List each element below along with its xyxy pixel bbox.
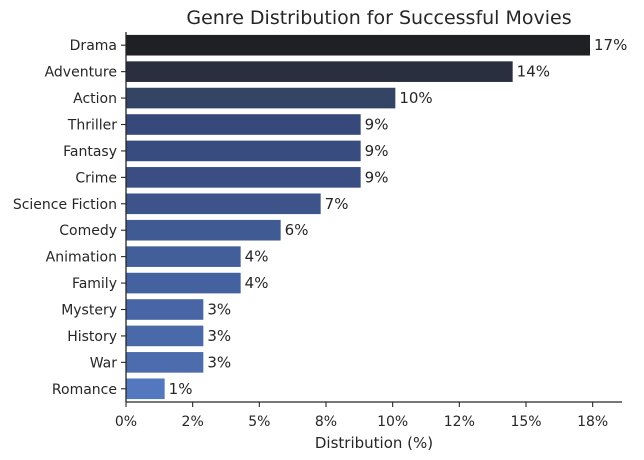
x-axis: 0% 2% 5% 8% 10% 12% 15% 18% (115, 402, 608, 430)
y-tick-label-drama: Drama (70, 38, 117, 54)
data-label-fantasy: 9% (365, 142, 389, 160)
y-tick-label-action: Action (73, 91, 117, 107)
y-tick-label-science-fiction: Science Fiction (13, 197, 117, 213)
data-label-animation: 4% (245, 248, 269, 266)
x-tick-label: 18% (577, 414, 608, 430)
y-axis: Drama Adventure Action Thriller Fantasy Crime… (13, 38, 126, 398)
bar-fantasy (126, 140, 361, 162)
y-tick-label-animation: Animation (46, 250, 117, 266)
x-tick-label: 0% (115, 414, 137, 430)
bar-action (126, 87, 396, 109)
bar-drama (126, 34, 590, 56)
y-tick-label-thriller: Thriller (67, 118, 117, 134)
data-label-adventure: 14% (517, 63, 550, 81)
bar-mystery (126, 299, 204, 320)
bar-family (126, 272, 241, 294)
chart-title: Genre Distribution for Successful Movies (186, 7, 571, 29)
bar-history (126, 325, 204, 347)
data-label-mystery: 3% (207, 301, 231, 319)
bars-layer: 17% 14% 10% 9% 9% 9% 7% 6% 4% 4% 3% 3% 3% 1% (126, 34, 627, 400)
x-tick-label: 2% (182, 414, 204, 430)
data-label-crime: 9% (365, 168, 389, 186)
y-tick-label-crime: Crime (75, 170, 117, 186)
bar-comedy (126, 219, 281, 241)
y-tick-label-comedy: Comedy (59, 223, 117, 239)
y-tick-label-war: War (90, 355, 118, 371)
y-tick-label-family: Family (72, 276, 117, 292)
y-tick-label-mystery: Mystery (61, 303, 117, 319)
x-tick-label: 12% (444, 414, 475, 430)
data-label-thriller: 9% (365, 116, 389, 134)
bar-war (126, 352, 204, 373)
data-label-war: 3% (207, 353, 231, 371)
y-tick-label-fantasy: Fantasy (63, 144, 117, 160)
x-tick-label: 15% (510, 414, 541, 430)
data-label-science-fiction: 7% (325, 195, 349, 213)
bar-crime (126, 167, 361, 188)
bar-thriller (126, 114, 361, 135)
x-tick-label: 5% (248, 414, 270, 430)
data-label-romance: 1% (169, 380, 193, 398)
data-label-action: 10% (399, 89, 432, 107)
data-label-comedy: 6% (285, 221, 309, 239)
data-label-history: 3% (207, 327, 231, 345)
x-tick-label: 8% (315, 414, 337, 430)
x-axis-title: Distribution (%) (315, 434, 433, 452)
bar-adventure (126, 61, 513, 82)
y-tick-label-adventure: Adventure (45, 65, 117, 81)
y-tick-label-romance: Romance (52, 382, 117, 398)
data-label-family: 4% (245, 274, 269, 292)
bar-romance (126, 378, 165, 400)
y-tick-label-history: History (67, 329, 117, 345)
bar-science-fiction (126, 193, 321, 215)
data-label-drama: 17% (594, 36, 627, 54)
x-tick-label: 10% (377, 414, 408, 430)
bar-animation (126, 246, 241, 267)
